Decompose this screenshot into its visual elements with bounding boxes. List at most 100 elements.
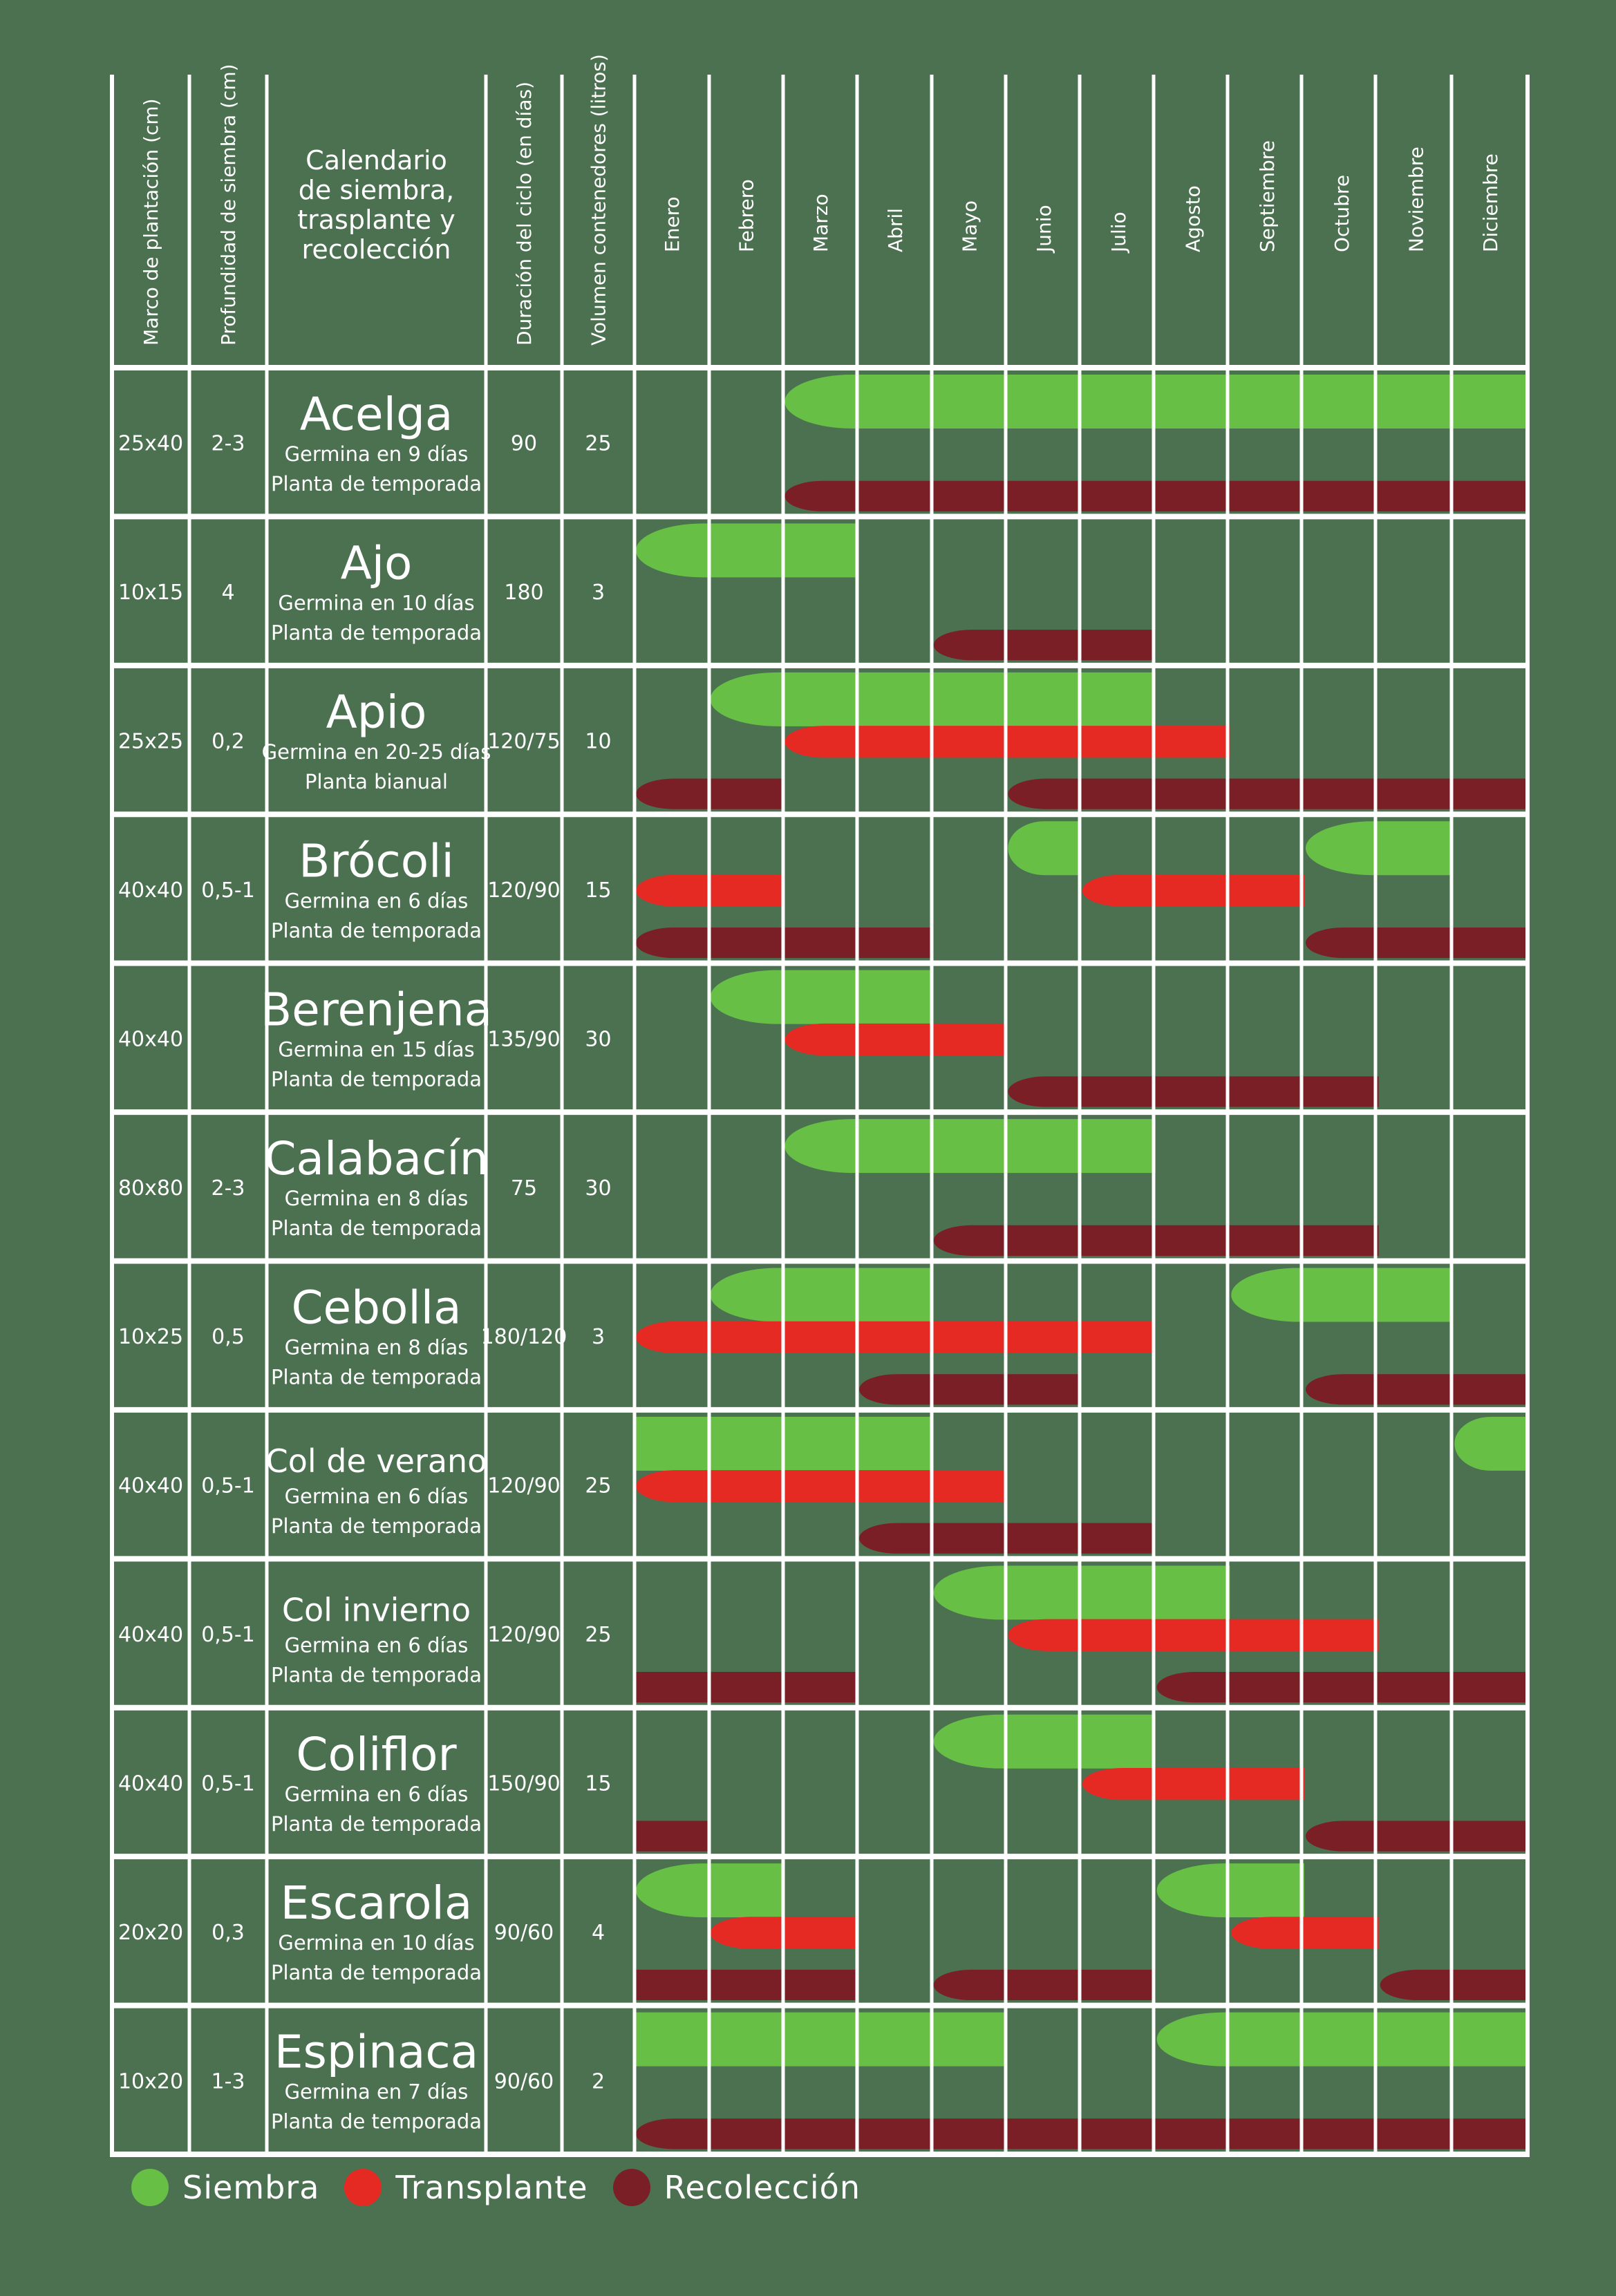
month-label-agosto: Agosto [1182,185,1205,252]
cell-volumen: 4 [592,1921,605,1945]
crop-name: Berenjena [261,984,492,1037]
crop-tipo: Planta de temporada [271,1961,482,1984]
cell-volumen: 3 [592,581,605,605]
crop-tipo: Planta bianual [305,770,448,793]
cell-marco: 80x80 [118,1176,183,1201]
month-label-noviembre: Noviembre [1405,147,1428,252]
cell-profundidad: 0,3 [212,1921,245,1945]
crop-tipo: Planta de temporada [271,621,482,644]
band-recoleccion-ajo [933,630,1156,661]
crop-tipo: Planta de temporada [271,1216,482,1240]
band-recoleccion-espinaca [636,2118,1528,2149]
legend-item: Transplante [344,2169,588,2206]
band-transplante-col-de-verano [635,1470,1007,1503]
band-transplante-coliflor [1082,1767,1304,1800]
crop-tipo: Planta de temporada [271,1366,482,1389]
crop-germina: Germina en 10 días [278,1931,474,1955]
cell-duracion: 90/60 [494,1921,554,1945]
header-title: Calendario de siembra, trasplante y recolec… [297,145,455,265]
cell-profundidad: 1-3 [212,2069,245,2093]
table-row: 40x40 0,5-1 120/90 25 Col de verano Germina e… [118,1442,612,1538]
band-siembra-escarola [1156,1863,1304,1918]
legend-label: Siembra [182,2169,320,2206]
header-profundidad: Profundidad de siembra (cm) [217,64,240,346]
cell-profundidad: 0,5-1 [201,1474,255,1498]
month-label-julio: Julio [1107,211,1130,254]
header-volumen: Volumen contenedores (litros) [588,54,610,346]
crop-germina: Germina en 20-25 días [262,740,491,764]
month-label-septiembre: Septiembre [1256,140,1279,252]
cell-volumen: 15 [585,878,611,903]
header-title-line: de siembra, [299,175,454,205]
header-title-line: Calendario [306,145,447,176]
cell-volumen: 30 [585,1027,611,1051]
crop-tipo: Planta de temporada [271,1812,482,1836]
cell-profundidad: 0,5-1 [201,1771,255,1796]
cell-volumen: 3 [592,1325,605,1349]
legend: Siembra Transplante Recolección [131,2163,885,2212]
band-siembra-espinaca [636,2012,1007,2067]
cell-volumen: 15 [585,1771,611,1796]
cell-marco: 40x40 [118,1027,183,1051]
band-recoleccion-br-coli [1306,927,1528,959]
header-marco: Marco de plantación (cm) [140,98,162,346]
band-siembra-col-de-verano [1454,1416,1528,1471]
cell-duracion: 120/90 [487,1474,561,1498]
cell-duracion: 75 [511,1176,537,1201]
crop-name: Cebolla [291,1281,461,1335]
cell-duracion: 120/90 [487,1623,561,1647]
header-title-line: trasplante y [297,205,455,235]
cell-marco: 20x20 [118,1921,183,1945]
cell-duracion: 120/90 [487,878,561,903]
cell-profundidad: 4 [221,581,234,605]
band-siembra-coliflor [933,1714,1156,1769]
band-recoleccion-acelga [784,480,1528,511]
band-recoleccion-cebolla [859,1374,1081,1405]
cell-duracion: 180/120 [481,1325,567,1349]
cell-marco: 10x20 [118,2069,183,2093]
band-recoleccion-coliflor [1305,1820,1528,1852]
band-siembra-espinaca [1156,2012,1528,2067]
band-transplante-berenjena [784,1023,1007,1056]
band-recoleccion-coliflor [636,1820,709,1852]
crop-germina: Germina en 6 días [285,889,469,912]
band-transplante-cebolla [636,1321,1156,1354]
legend-item: Recolección [612,2169,861,2206]
crop-germina: Germina en 6 días [285,1485,469,1508]
cell-marco: 25x40 [118,432,183,456]
cell-marco: 10x25 [118,1325,183,1349]
band-recoleccion-apio [1008,778,1528,809]
band-siembra-col-invierno [933,1565,1230,1620]
crop-name: Ajo [341,536,413,590]
cell-volumen: 25 [585,1623,611,1647]
crop-germina: Germina en 10 días [278,591,474,614]
band-siembra-cebolla [710,1268,932,1322]
band-transplante-escarola [1231,1917,1379,1949]
grid-lines [110,75,1530,2157]
cell-volumen: 25 [585,432,611,456]
band-recoleccion-col-invierno [1156,1672,1528,1703]
month-label-diciembre: Diciembre [1479,153,1502,252]
month-label-marzo: Marzo [809,194,832,252]
band-recoleccion-escarola [636,1969,858,2001]
cell-duracion: 150/90 [487,1771,561,1796]
cell-profundidad: 0,5-1 [201,878,255,903]
band-recoleccion-col-invierno [636,1672,858,1703]
crop-name: Escarola [281,1876,473,1930]
cell-duracion: 135/90 [487,1027,561,1051]
legend-swatch [344,2169,382,2206]
crop-name: Col de verano [266,1442,487,1480]
table-row: 40x40 0,5-1 120/90 25 Col invierno Germina en… [118,1591,612,1686]
cell-profundidad: 0,5 [212,1325,245,1349]
crop-name: Col invierno [282,1591,471,1628]
header: Marco de plantación (cm) Profundidad de s… [140,54,1502,346]
crop-name: Apio [326,686,427,739]
band-recoleccion-berenjena [1008,1076,1379,1107]
